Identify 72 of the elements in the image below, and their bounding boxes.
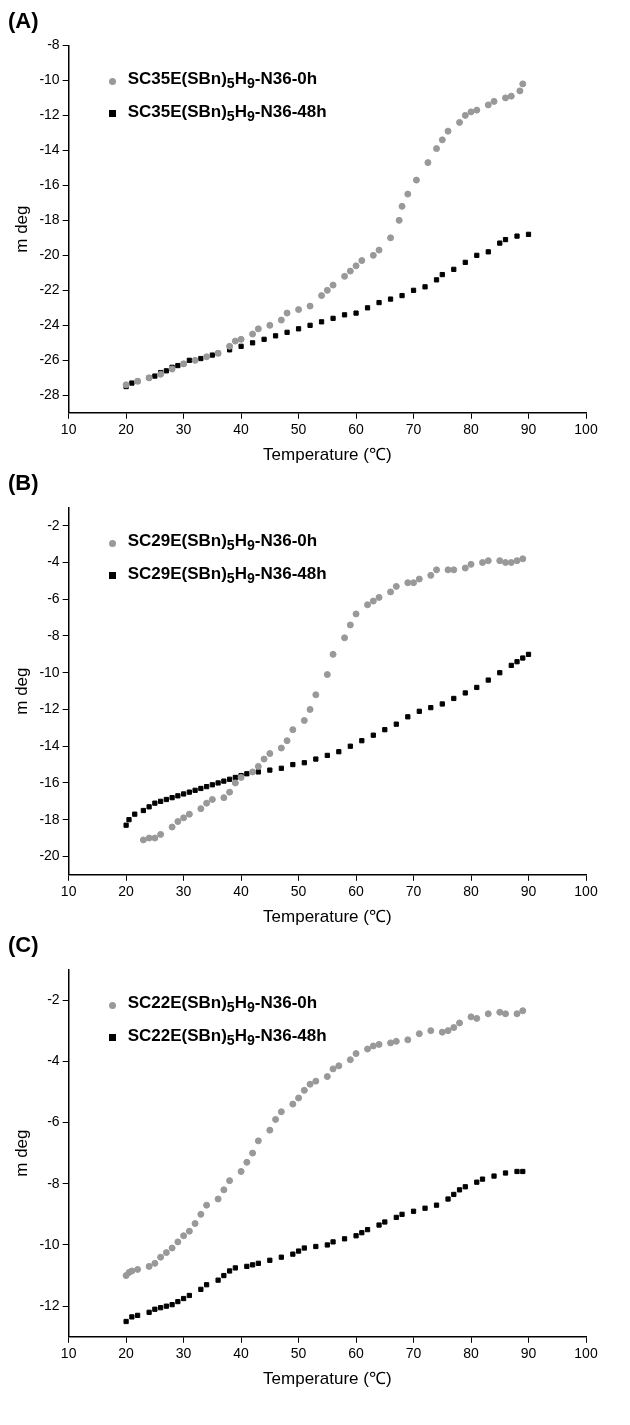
x-tick-label: 10 — [60, 883, 77, 900]
y-axis-title: m deg — [11, 1129, 31, 1177]
x-tick-label: 10 — [60, 421, 77, 438]
x-tick-label: 20 — [118, 883, 135, 900]
x-tick-label: 60 — [348, 883, 365, 900]
y-tick-label: -10 — [39, 71, 60, 88]
legend-label: SC22E(SBn)$_{5}$H$_{9}$-N36-48h — [127, 1024, 327, 1051]
y-tick-label: -6 — [47, 590, 60, 607]
x-tick-label: 80 — [463, 883, 480, 900]
x-tick-label: 50 — [290, 883, 307, 900]
y-tick-label: -8 — [47, 626, 60, 643]
chart-title: (A) — [8, 8, 40, 34]
x-tick-label: 100 — [574, 421, 598, 438]
y-tick-label: -22 — [39, 281, 60, 298]
x-tick-label: 100 — [574, 1345, 598, 1362]
y-tick-label: -12 — [39, 700, 60, 717]
y-tick-label: -12 — [39, 106, 60, 123]
legend-label: SC35E(SBn)$_{5}$H$_{9}$-N36-0h — [127, 68, 318, 94]
x-tick-label: 60 — [348, 1345, 365, 1362]
legend-label: SC22E(SBn)$_{5}$H$_{9}$-N36-0h — [127, 992, 318, 1018]
y-tick-label: -24 — [39, 316, 60, 333]
y-tick-label: -10 — [39, 1235, 60, 1252]
x-tick-label: 70 — [405, 421, 422, 438]
y-tick-label: -10 — [39, 663, 60, 680]
y-tick-label: -14 — [39, 737, 60, 754]
x-tick-label: 30 — [175, 883, 192, 900]
legend-label: SC35E(SBn)$_{5}$H$_{9}$-N36-48h — [127, 100, 327, 127]
x-tick-label: 50 — [290, 1345, 307, 1362]
y-tick-label: -16 — [39, 773, 60, 790]
x-axis-title: Temperature (℃) — [263, 907, 392, 927]
x-tick-label: 20 — [118, 421, 135, 438]
y-tick-label: -8 — [47, 36, 60, 53]
x-tick-label: 90 — [520, 421, 537, 438]
legend-label: SC29E(SBn)$_{5}$H$_{9}$-N36-0h — [127, 530, 318, 556]
y-tick-label: -28 — [39, 386, 60, 403]
y-tick-label: -8 — [47, 1174, 60, 1191]
x-tick-label: 40 — [233, 1345, 250, 1362]
x-tick-label: 40 — [233, 421, 250, 438]
x-tick-label: 100 — [574, 883, 598, 900]
y-axis-title: m deg — [11, 205, 31, 253]
x-tick-label: 80 — [463, 421, 480, 438]
x-tick-label: 60 — [348, 421, 365, 438]
x-tick-label: 20 — [118, 1345, 135, 1362]
chart-title: (C) — [8, 932, 40, 958]
x-tick-label: 70 — [405, 1345, 422, 1362]
x-axis-title: Temperature (℃) — [263, 445, 392, 465]
x-tick-label: 80 — [463, 1345, 480, 1362]
y-tick-label: -6 — [47, 1113, 60, 1130]
y-tick-label: -4 — [47, 553, 60, 570]
x-tick-label: 10 — [60, 1345, 77, 1362]
y-tick-label: -4 — [47, 1052, 60, 1069]
x-tick-label: 90 — [520, 883, 537, 900]
x-tick-label: 30 — [175, 421, 192, 438]
x-tick-label: 90 — [520, 1345, 537, 1362]
chart-title: (B) — [8, 470, 40, 496]
x-tick-label: 50 — [290, 421, 307, 438]
y-tick-label: -26 — [39, 351, 60, 368]
y-tick-label: -14 — [39, 141, 60, 158]
y-tick-label: -20 — [39, 847, 60, 864]
x-tick-label: 70 — [405, 883, 422, 900]
legend-label: SC29E(SBn)$_{5}$H$_{9}$-N36-48h — [127, 562, 327, 589]
y-axis-title: m deg — [11, 667, 31, 715]
y-tick-label: -16 — [39, 176, 60, 193]
x-tick-label: 40 — [233, 883, 250, 900]
y-tick-label: -2 — [47, 990, 60, 1007]
y-tick-label: -18 — [39, 211, 60, 228]
x-axis-title: Temperature (℃) — [263, 1369, 392, 1389]
x-tick-label: 30 — [175, 1345, 192, 1362]
y-tick-label: -20 — [39, 246, 60, 263]
y-tick-label: -2 — [47, 516, 60, 533]
y-tick-label: -12 — [39, 1297, 60, 1314]
y-tick-label: -18 — [39, 810, 60, 827]
